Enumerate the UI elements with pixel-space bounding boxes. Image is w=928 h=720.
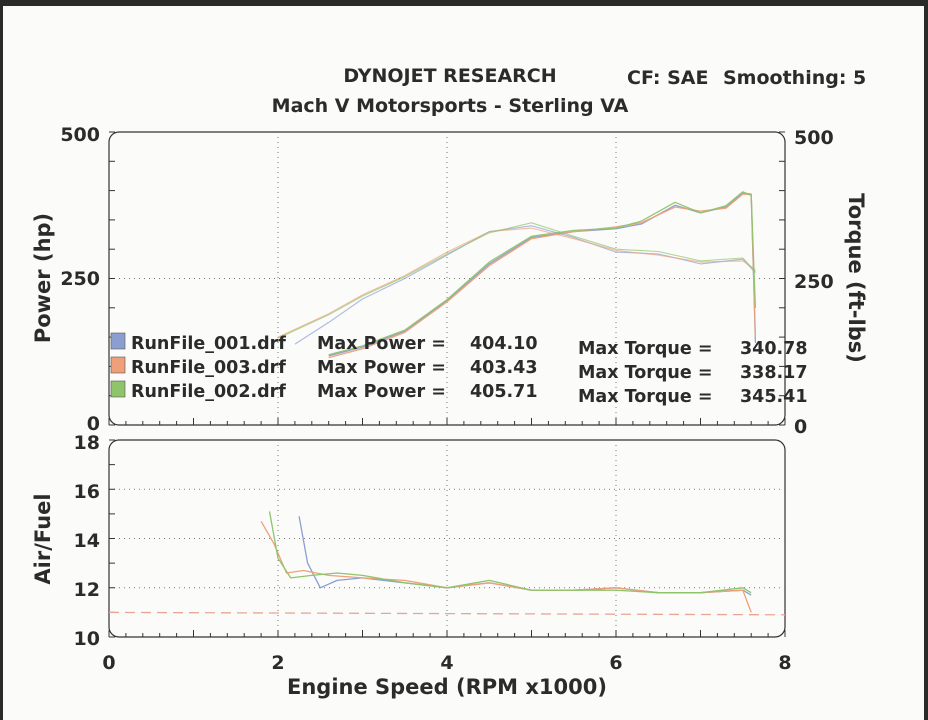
legend-power-label: Max Power = <box>317 334 446 354</box>
torque-axis-label: Torque (ft-lbs) <box>844 193 868 363</box>
afr-line-runfile-002 <box>268 511 752 594</box>
rpm-tick-6: 6 <box>609 652 622 674</box>
legend: RunFile_001.drf Max Power = 404.10 Max T… <box>110 332 808 407</box>
airfuel-tick-10: 10 <box>74 628 100 650</box>
legend-max-torque: 338.17 <box>740 363 808 383</box>
power-axis-label: Power (hp) <box>31 213 55 343</box>
airfuel-tick-18: 18 <box>74 432 100 454</box>
chart-subtitle: Mach V Motorsports - Sterling VA <box>272 95 629 117</box>
legend-run-name: RunFile_003.drf <box>131 358 286 378</box>
airfuel-plot-grid <box>108 439 786 638</box>
legend-max-power: 405.71 <box>470 382 538 402</box>
power-tick-250: 250 <box>60 268 100 290</box>
legend-swatch-run001 <box>110 332 126 350</box>
rpm-tick-2: 2 <box>271 652 284 674</box>
torque-tick-500: 500 <box>794 127 834 149</box>
legend-max-torque: 340.78 <box>740 339 808 359</box>
airfuel-tick-16: 16 <box>74 481 100 503</box>
legend-swatch-run003 <box>110 356 126 374</box>
legend-torque-label: Max Torque = <box>578 363 712 383</box>
legend-power-label: Max Power = <box>317 358 446 378</box>
airfuel-lines <box>108 511 786 616</box>
legend-run-name: RunFile_002.drf <box>131 382 286 402</box>
legend-run-name: RunFile_001.drf <box>131 334 286 354</box>
legend-swatch-run002 <box>110 380 126 398</box>
cf-label: CF: SAE <box>627 67 708 89</box>
chart-title: DYNOJET RESEARCH <box>343 65 556 87</box>
afr-line-runfile-003 <box>260 520 752 613</box>
legend-max-power: 404.10 <box>470 334 538 354</box>
torque-line-runfile-001 <box>294 225 756 345</box>
legend-torque-label: Max Torque = <box>578 339 712 359</box>
power-line-runfile-003 <box>328 193 757 359</box>
legend-torque-label: Max Torque = <box>578 387 712 407</box>
afr-line-runfile-001 <box>298 516 752 596</box>
airfuel-plot-frame <box>108 439 786 638</box>
airfuel-tick-14: 14 <box>74 530 100 552</box>
airfuel-axis-label: Air/Fuel <box>31 493 55 584</box>
torque-tick-0: 0 <box>794 416 807 438</box>
power-line-runfile-002 <box>328 191 757 356</box>
airfuel-tick-12: 12 <box>74 579 100 601</box>
smoothing-label: Smoothing: 5 <box>723 67 866 89</box>
power-tick-0: 0 <box>87 413 100 435</box>
legend-max-torque: 345.41 <box>740 387 808 407</box>
rpm-tick-4: 4 <box>440 652 453 674</box>
rpm-tick-8: 8 <box>778 652 791 674</box>
dyno-sheet: DYNOJET RESEARCH Mach V Motorsports - St… <box>3 6 924 720</box>
dyno-chart: DYNOJET RESEARCH Mach V Motorsports - St… <box>31 65 868 699</box>
torque-line-runfile-002 <box>277 222 756 339</box>
rpm-axis-label: Engine Speed (RPM x1000) <box>287 675 607 699</box>
legend-max-power: 403.43 <box>470 358 538 378</box>
power-torque-lines <box>277 191 757 359</box>
torque-line-runfile-003 <box>277 227 756 338</box>
legend-power-label: Max Power = <box>317 382 446 402</box>
torque-tick-250: 250 <box>794 271 834 293</box>
target-afr-line <box>108 611 786 616</box>
power-plot-grid <box>108 131 786 426</box>
rpm-tick-0: 0 <box>102 652 115 674</box>
power-tick-500: 500 <box>60 124 100 146</box>
power-line-runfile-001 <box>328 192 757 357</box>
